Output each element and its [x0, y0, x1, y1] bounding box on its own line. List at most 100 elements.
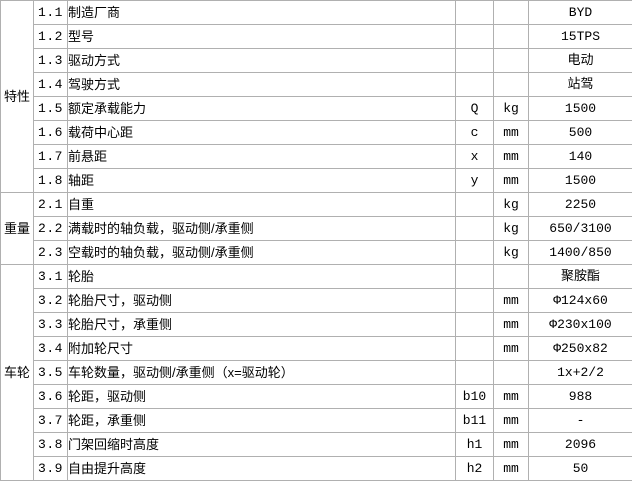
row-number: 2.2 [33, 216, 68, 241]
row-description: 型号 [67, 24, 456, 49]
row-unit: mm [493, 120, 529, 145]
row-description: 载荷中心距 [67, 120, 456, 145]
row-unit [493, 24, 529, 49]
row-number: 3.3 [33, 312, 68, 337]
row-symbol: y [455, 168, 494, 193]
row-value: 1500 [528, 168, 632, 193]
table-row: 3.5 车轮数量，驱动侧/承重侧（x=驱动轮） 1x+2/2 [1, 360, 632, 385]
row-symbol: b10 [455, 384, 494, 409]
row-number: 3.1 [33, 264, 68, 289]
table-row: 1.2 型号 15TPS [1, 24, 632, 49]
row-description: 轮距，驱动侧 [67, 384, 456, 409]
row-symbol: h1 [455, 432, 494, 457]
row-number: 1.5 [33, 96, 68, 121]
row-description: 轮胎尺寸，驱动侧 [67, 288, 456, 313]
table-row: 1.3 驱动方式 电动 [1, 48, 632, 73]
row-value: - [528, 408, 632, 433]
row-number: 3.5 [33, 360, 68, 385]
row-number: 3.8 [33, 432, 68, 457]
row-description: 自重 [67, 192, 456, 217]
row-symbol: b11 [455, 408, 494, 433]
row-unit: kg [493, 96, 529, 121]
row-description: 轮胎 [67, 264, 456, 289]
row-number: 3.6 [33, 384, 68, 409]
row-value: 站驾 [528, 72, 632, 97]
row-description: 附加轮尺寸 [67, 336, 456, 361]
row-symbol [455, 192, 494, 217]
row-number: 1.4 [33, 72, 68, 97]
row-symbol [455, 240, 494, 265]
row-value: 988 [528, 384, 632, 409]
table-row: 3.7 轮距，承重侧 b11 mm - [1, 408, 632, 433]
row-number: 3.4 [33, 336, 68, 361]
row-symbol: h2 [455, 456, 494, 481]
row-unit: mm [493, 432, 529, 457]
row-symbol [455, 24, 494, 49]
section-label: 重量 [0, 192, 34, 265]
row-value: 50 [528, 456, 632, 481]
row-value: 1500 [528, 96, 632, 121]
table-row: 特性 1.1 制造厂商 BYD [0, 0, 632, 193]
row-description: 门架回缩时高度 [67, 432, 456, 457]
row-value: 聚胺酯 [528, 264, 632, 289]
row-unit: kg [493, 240, 529, 265]
table-row: 3.8 门架回缩时高度 h1 mm 2096 [1, 432, 632, 457]
row-unit: kg [493, 192, 529, 217]
row-description: 驱动方式 [67, 48, 456, 73]
row-unit [493, 264, 529, 289]
row-description: 空载时的轴负载，驱动侧/承重侧 [67, 240, 456, 265]
row-unit: mm [493, 288, 529, 313]
row-description: 轮胎尺寸，承重侧 [67, 312, 456, 337]
row-number: 2.3 [33, 240, 68, 265]
table-row: 1.6 载荷中心距 c mm 500 [1, 120, 632, 145]
row-value: 2250 [528, 192, 632, 217]
row-unit [493, 48, 529, 73]
row-description: 额定承载能力 [67, 96, 456, 121]
row-symbol [455, 360, 494, 385]
row-unit [493, 72, 529, 97]
row-value: 15TPS [528, 24, 632, 49]
row-symbol [455, 72, 494, 97]
row-value: 500 [528, 120, 632, 145]
row-number: 1.3 [33, 48, 68, 73]
table-row: 1.7 前悬距 x mm 140 [1, 144, 632, 169]
row-symbol: Q [455, 96, 494, 121]
row-description: 满载时的轴负载，驱动侧/承重侧 [67, 216, 456, 241]
table-row: 3.2 轮胎尺寸，驱动侧 mm Φ124x60 [1, 288, 632, 313]
row-number: 1.2 [33, 24, 68, 49]
row-symbol: c [455, 120, 494, 145]
section-label: 特性 [0, 0, 34, 193]
row-value: Φ124x60 [528, 288, 632, 313]
row-value: 650/3100 [528, 216, 632, 241]
row-symbol [455, 0, 494, 25]
row-unit: mm [493, 456, 529, 481]
table-row: 车轮 3.1 轮胎 聚胺酯 [0, 264, 632, 481]
row-description: 前悬距 [67, 144, 456, 169]
row-symbol [455, 312, 494, 337]
row-value: 电动 [528, 48, 632, 73]
row-number: 2.1 [33, 192, 68, 217]
row-description: 自由提升高度 [67, 456, 456, 481]
row-symbol [455, 288, 494, 313]
row-unit: mm [493, 384, 529, 409]
table-row: 1.8 轴距 y mm 1500 [1, 168, 632, 193]
row-symbol [455, 48, 494, 73]
row-description: 轮距，承重侧 [67, 408, 456, 433]
table-row: 2.2 满载时的轴负载，驱动侧/承重侧 kg 650/3100 [1, 216, 632, 241]
row-unit: mm [493, 168, 529, 193]
row-symbol [455, 216, 494, 241]
row-unit: kg [493, 216, 529, 241]
row-unit: mm [493, 408, 529, 433]
row-symbol [455, 264, 494, 289]
row-description: 驾驶方式 [67, 72, 456, 97]
table-row: 1.4 驾驶方式 站驾 [1, 72, 632, 97]
row-value: 2096 [528, 432, 632, 457]
table-row: 3.6 轮距，驱动侧 b10 mm 988 [1, 384, 632, 409]
row-unit [493, 0, 529, 25]
row-number: 1.6 [33, 120, 68, 145]
row-unit: mm [493, 144, 529, 169]
row-symbol [455, 336, 494, 361]
row-unit: mm [493, 336, 529, 361]
table-row: 3.3 轮胎尺寸，承重侧 mm Φ230x100 [1, 312, 632, 337]
